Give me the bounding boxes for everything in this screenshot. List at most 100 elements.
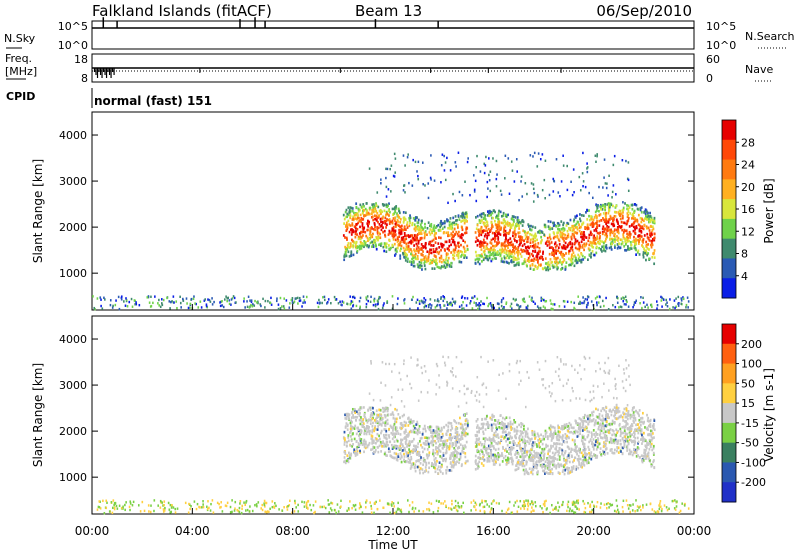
heatmap-cell [599, 235, 601, 238]
heatmap-cell [226, 501, 229, 505]
heatmap-cell [402, 228, 405, 232]
heatmap-cell [429, 298, 432, 301]
heatmap-cell [583, 510, 586, 514]
heatmap-cell [469, 302, 471, 305]
heatmap-cell [634, 510, 636, 513]
heatmap-cell [345, 412, 348, 416]
heatmap-cell [656, 510, 659, 513]
heatmap-cell [352, 504, 355, 507]
heatmap-cell [583, 300, 586, 303]
heatmap-cell [577, 220, 579, 224]
heatmap-cell [404, 218, 407, 221]
heatmap-cell [566, 164, 568, 168]
heatmap-cell [480, 300, 482, 303]
heatmap-cell [549, 220, 552, 224]
heatmap-cell [506, 254, 509, 258]
heatmap-cell [322, 296, 324, 299]
heatmap-cell [506, 241, 509, 244]
heatmap-cell [582, 453, 585, 457]
heatmap-cell [484, 224, 486, 228]
heatmap-cell [454, 302, 456, 305]
heatmap-cell [526, 304, 529, 308]
heatmap-cell [508, 437, 510, 440]
heatmap-cell [552, 508, 554, 511]
heatmap-cell [484, 233, 487, 236]
heatmap-cell [627, 233, 630, 236]
heatmap-cell [591, 508, 594, 512]
heatmap-cell [506, 261, 509, 264]
heatmap-cell [673, 299, 676, 302]
heatmap-cell [599, 422, 602, 426]
heatmap-cell [463, 256, 466, 259]
heatmap-cell [129, 502, 132, 505]
heatmap-cell [343, 443, 346, 446]
heatmap-cell [675, 305, 677, 308]
heatmap-cell [563, 246, 566, 250]
heatmap-cell [568, 242, 570, 245]
heatmap-cell [374, 425, 377, 428]
heatmap-cell [495, 159, 498, 163]
heatmap-cell [594, 236, 597, 240]
heatmap-cell [276, 297, 278, 300]
heatmap-cell [551, 459, 554, 463]
heatmap-cell [607, 202, 610, 205]
heatmap-cell [633, 235, 635, 239]
heatmap-cell [629, 236, 631, 239]
heatmap-cell [523, 505, 525, 508]
heatmap-cell [615, 204, 618, 208]
heatmap-cell [385, 205, 388, 208]
heatmap-cell [210, 502, 212, 506]
heatmap-cell [527, 500, 530, 504]
heatmap-cell [594, 435, 597, 439]
heatmap-cell [149, 305, 152, 308]
heatmap-cell [573, 503, 576, 506]
heatmap-cell [612, 223, 614, 226]
heatmap-cell [622, 206, 625, 210]
heatmap-cell [461, 433, 464, 436]
heatmap-cell [547, 220, 550, 223]
heatmap-cell [349, 435, 352, 438]
heatmap-cell [456, 223, 459, 227]
heatmap-cell [415, 249, 418, 252]
heatmap-cell [557, 442, 559, 446]
heatmap-cell [450, 232, 453, 235]
heatmap-cell [405, 237, 408, 241]
heatmap-cell [626, 215, 629, 219]
heatmap-cell [518, 198, 520, 202]
heatmap-cell [372, 210, 375, 214]
heatmap-cell [385, 213, 387, 217]
heatmap-cell [570, 260, 573, 263]
heatmap-cell [453, 251, 456, 254]
heatmap-cell [578, 508, 580, 511]
heatmap-cell [495, 257, 497, 260]
heatmap-cell [352, 245, 355, 249]
heatmap-cell [531, 296, 533, 300]
heatmap-cell [602, 227, 605, 231]
heatmap-cell [438, 246, 441, 249]
heatmap-cell [569, 228, 572, 232]
heatmap-cell [512, 260, 515, 264]
heatmap-cell [578, 463, 581, 466]
heatmap-cell [494, 253, 497, 257]
heatmap-cell [432, 258, 435, 261]
heatmap-cell [638, 229, 641, 233]
heatmap-cell [440, 260, 443, 264]
heatmap-cell [346, 244, 349, 247]
heatmap-cell [403, 298, 406, 301]
heatmap-cell [568, 467, 571, 470]
nsearch-tick-hi: 10^5 [706, 20, 736, 33]
heatmap-cell [408, 181, 410, 185]
heatmap-cell [495, 223, 498, 227]
heatmap-cell [543, 178, 546, 182]
heatmap-cell [561, 255, 564, 259]
heatmap-cell [607, 204, 610, 207]
heatmap-cell [564, 265, 567, 269]
heatmap-cell [509, 450, 512, 453]
heatmap-cell [587, 295, 590, 299]
heatmap-cell [594, 242, 597, 245]
heatmap-cell [543, 233, 546, 237]
heatmap-cell [570, 247, 572, 250]
heatmap-cell [407, 234, 410, 237]
heatmap-cell [573, 236, 576, 239]
colorbar-segment [722, 179, 736, 200]
